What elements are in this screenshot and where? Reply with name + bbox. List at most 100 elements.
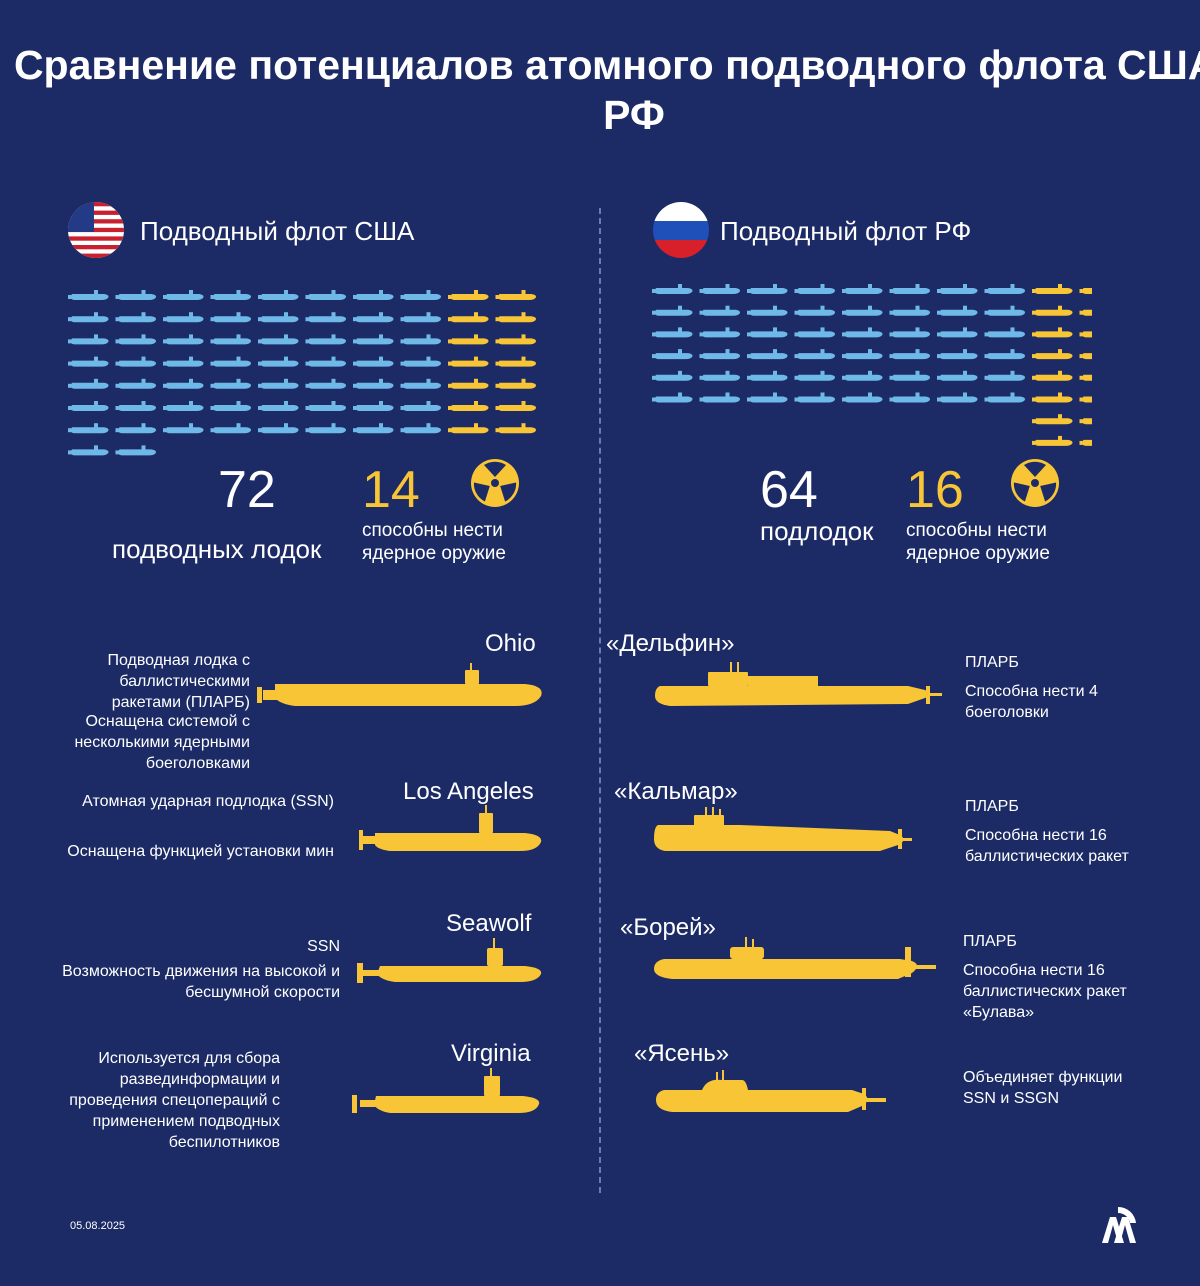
- usa-fleet-submarine-icon-15: [258, 312, 299, 323]
- usa-fleet-submarine-icon-59: [448, 401, 489, 411]
- russia-fleet-submarine-icon-63: [1032, 435, 1073, 446]
- sub-desc-borei-1: ПЛАРБ: [963, 933, 1017, 950]
- russia-total-caption: подлодок: [760, 516, 874, 546]
- russia-fleet-submarine-icon-39: [1032, 349, 1073, 360]
- russia-fleet-submarine-icon-49: [1032, 370, 1073, 381]
- russia-fleet-submarine-icon-1: [652, 284, 693, 294]
- usa-radiation-icon: [471, 459, 519, 507]
- russia-radiation-icon: [1011, 459, 1059, 507]
- sub-desc-kalmar-2: Способна нести 16 баллистических ракет: [965, 827, 1129, 865]
- russia-fleet-submarine-icon-12: [699, 305, 740, 316]
- russia-nuclear-caption: способны нести ядерное оружие: [906, 520, 1050, 564]
- russia-fleet-submarine-icon-33: [747, 349, 788, 360]
- sub-desc-yasen-1: Объединяет функции SSN и SSGN: [963, 1069, 1123, 1107]
- russia-fleet-submarine-icon-25: [842, 327, 883, 338]
- los-angeles-submarine-icon: [359, 805, 542, 851]
- usa-fleet-submarine-icon-52: [115, 401, 156, 411]
- usa-fleet-submarine-icon-45: [258, 378, 299, 389]
- russia-fleet-submarine-icon-62: [1079, 418, 1092, 425]
- usa-fleet-submarine-icon-37: [353, 356, 394, 367]
- usa-fleet-submarine-icon-3: [163, 290, 204, 300]
- russia-nuclear-number: 16: [906, 461, 964, 519]
- usa-fleet-submarine-icon-57: [353, 401, 394, 411]
- russia-fleet-submarine-icon-50: [1079, 374, 1092, 381]
- usa-fleet-submarine-icon-51: [68, 401, 109, 411]
- russia-fleet-submarine-icon-59: [1032, 392, 1073, 403]
- usa-fleet-submarine-icon-33: [163, 356, 204, 367]
- usa-fleet-submarine-icon-7: [353, 290, 394, 300]
- usa-flag-icon: [68, 202, 124, 258]
- sub-desc-ohio-2: Оснащена системой с несколькими ядерными…: [74, 713, 250, 772]
- russia-fleet-submarine-icon-11: [652, 305, 693, 316]
- russia-fleet-submarine-icon-22: [699, 327, 740, 338]
- russia-fleet-submarine-icon-45: [842, 370, 883, 381]
- usa-fleet-submarine-icon-5: [258, 290, 299, 300]
- russia-fleet-submarine-icon-10: [1079, 288, 1092, 294]
- usa-fleet-submarine-icon-4: [210, 290, 251, 300]
- usa-fleet-submarine-icon-38: [400, 356, 441, 367]
- russia-fleet-submarine-icon-20: [1079, 309, 1092, 316]
- russia-fleet-submarine-icon-42: [699, 370, 740, 381]
- usa-fleet-submarine-icon-60: [495, 401, 536, 411]
- russia-fleet-submarine-icon-6: [889, 284, 930, 294]
- russia-fleet-submarine-icon-36: [889, 349, 930, 360]
- usa-fleet-submarine-icon-49: [448, 378, 489, 389]
- usa-fleet-submarine-icon-1: [68, 290, 109, 300]
- usa-fleet-submarine-icon-2: [115, 290, 156, 300]
- russia-fleet-submarine-icon-30: [1079, 331, 1092, 338]
- russia-fleet-submarine-icon-47: [937, 370, 978, 381]
- usa-fleet-submarine-icon-69: [448, 423, 489, 434]
- usa-fleet-submarine-icon-44: [210, 378, 251, 389]
- usa-fleet-submarine-icon-48: [400, 378, 441, 389]
- russia-flag-icon: [653, 202, 709, 258]
- usa-total-number: 72: [218, 461, 276, 519]
- usa-fleet-submarine-icon-25: [258, 334, 299, 345]
- russia-fleet-submarine-icon-37: [937, 349, 978, 360]
- usa-fleet-submarine-icon-72: [115, 445, 156, 456]
- usa-fleet-submarine-icon-24: [210, 334, 251, 345]
- usa-fleet-submarine-icon-32: [115, 356, 156, 367]
- usa-fleet-submarine-icon-68: [400, 423, 441, 434]
- usa-fleet-submarine-icon-11: [68, 312, 109, 323]
- usa-fleet-submarine-icon-46: [305, 378, 346, 389]
- ohio-submarine-icon: [257, 663, 542, 706]
- usa-fleet-submarine-icon-64: [210, 423, 251, 434]
- russia-fleet-submarine-icon-28: [984, 327, 1025, 338]
- usa-fleet-submarine-icon-39: [448, 356, 489, 367]
- usa-fleet-submarine-icon-62: [115, 423, 156, 434]
- aa-logo-icon: [1102, 1206, 1136, 1243]
- russia-fleet-submarine-icon-17: [937, 305, 978, 316]
- usa-fleet-submarine-icon-56: [305, 401, 346, 411]
- russia-fleet-submarine-icon-32: [699, 349, 740, 360]
- russia-fleet-submarine-icon-46: [889, 370, 930, 381]
- usa-fleet-submarine-icon-61: [68, 423, 109, 434]
- usa-fleet-submarine-icon-22: [115, 334, 156, 345]
- usa-fleet-submarine-icon-65: [258, 423, 299, 434]
- delfin-submarine-icon: [655, 662, 942, 706]
- usa-fleet-submarine-icon-23: [163, 334, 204, 345]
- usa-fleet-submarine-icon-50: [495, 378, 536, 389]
- usa-fleet-submarine-icon-12: [115, 312, 156, 323]
- usa-fleet-submarine-icon-17: [353, 312, 394, 323]
- usa-fleet-submarine-icon-35: [258, 356, 299, 367]
- russia-fleet-submarine-icon-35: [842, 349, 883, 360]
- sub-desc-delfin-2: Способна нести 4 боеголовки: [965, 683, 1098, 721]
- russia-fleet-submarine-icon-3: [747, 284, 788, 294]
- russia-fleet-submarine-icon-19: [1032, 305, 1073, 316]
- usa-section-title: Подводный флот США: [140, 216, 415, 246]
- russia-fleet-submarine-icon-40: [1079, 353, 1092, 360]
- usa-fleet-submarine-icon-21: [68, 334, 109, 345]
- russia-fleet-submarine-icon-60: [1079, 396, 1092, 403]
- sub-desc-kalmar-1: ПЛАРБ: [965, 798, 1019, 815]
- usa-fleet-submarine-icon-13: [163, 312, 204, 323]
- usa-total-caption: подводных лодок: [112, 534, 322, 564]
- russia-fleet-submarine-icon-48: [984, 370, 1025, 381]
- usa-fleet-submarine-icon-63: [163, 423, 204, 434]
- usa-fleet-submarine-icon-19: [448, 312, 489, 323]
- kalmar-submarine-icon: [654, 807, 912, 851]
- russia-fleet-submarine-icon-34: [794, 349, 835, 360]
- russia-fleet-submarine-icon-56: [889, 392, 930, 403]
- russia-fleet-submarine-icon-15: [842, 305, 883, 316]
- usa-fleet-submarine-icon-58: [400, 401, 441, 411]
- russia-fleet-submarine-icon-55: [842, 392, 883, 403]
